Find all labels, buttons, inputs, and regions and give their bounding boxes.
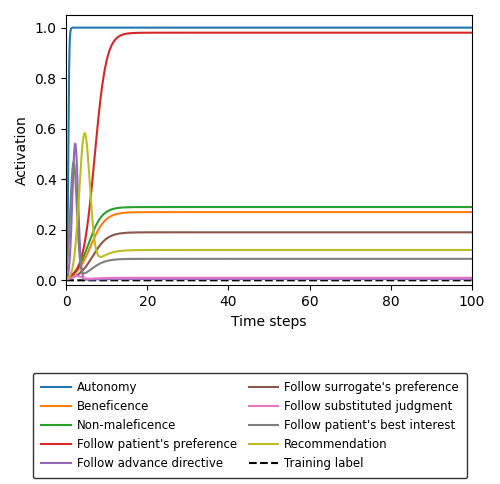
X-axis label: Time steps: Time steps — [232, 315, 307, 329]
Legend: Autonomy, Beneficence, Non-maleficence, Follow patient's preference, Follow adva: Autonomy, Beneficence, Non-maleficence, … — [33, 373, 467, 478]
Y-axis label: Activation: Activation — [15, 115, 29, 185]
